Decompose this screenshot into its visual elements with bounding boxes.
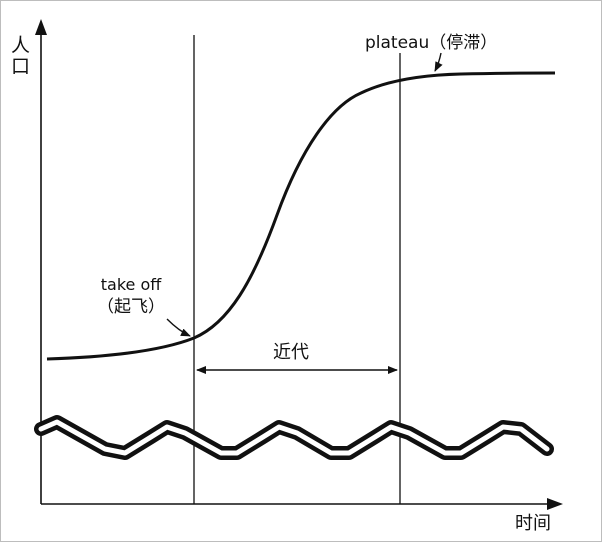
population-curve: [46, 71, 556, 361]
take-off-label: take off: [100, 275, 162, 294]
take-off-arrow: [166, 318, 191, 337]
y-axis-label: 人口: [8, 35, 30, 77]
plateau-label: plateau（停滞）: [365, 33, 498, 53]
double-wave: [34, 415, 554, 460]
modern-era-label: 近代: [273, 342, 309, 363]
take-off-chinese-label: （起飞）: [97, 297, 165, 317]
y-axis-arrowhead: [35, 19, 47, 35]
x-axis-label: 时间: [515, 513, 551, 534]
plateau-arrow: [434, 52, 443, 72]
x-axis-arrowhead: [547, 498, 563, 510]
